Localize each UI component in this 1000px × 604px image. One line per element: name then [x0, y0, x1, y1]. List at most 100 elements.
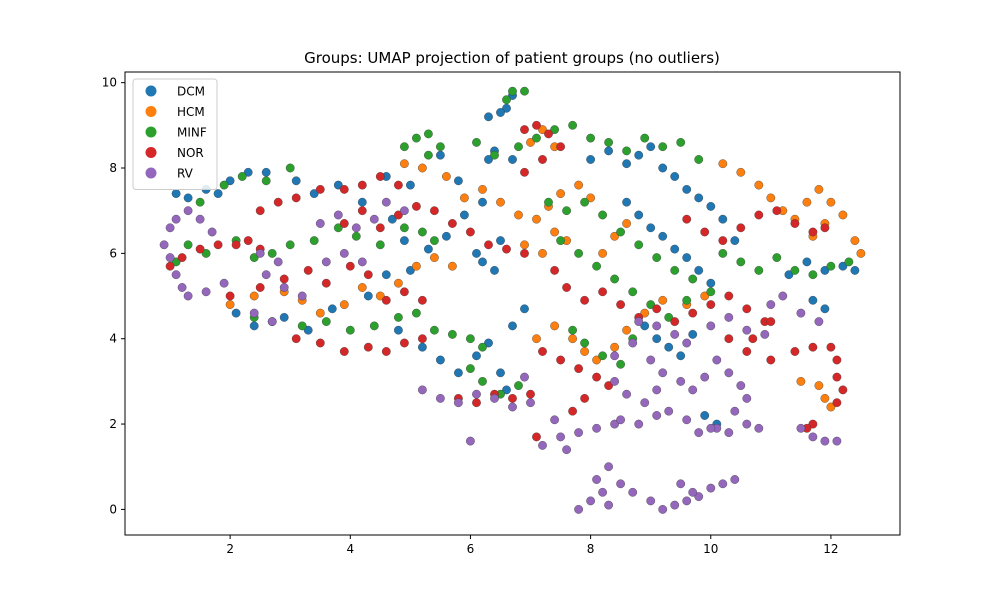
data-point — [225, 176, 235, 186]
data-point — [676, 351, 686, 361]
data-point — [339, 347, 349, 356]
data-point — [514, 210, 523, 220]
data-point — [219, 278, 229, 288]
data-point — [526, 398, 535, 408]
data-point — [808, 227, 818, 237]
data-point — [682, 415, 692, 425]
data-point — [688, 487, 698, 497]
data-point — [832, 436, 842, 446]
data-point — [550, 321, 559, 331]
data-point — [586, 155, 595, 164]
data-point — [249, 253, 259, 262]
data-point — [790, 266, 800, 275]
data-point — [802, 257, 812, 267]
data-point — [556, 236, 565, 245]
data-point — [724, 368, 734, 378]
data-point — [814, 317, 824, 326]
y-tick-label: 2 — [109, 417, 117, 431]
data-point — [580, 197, 589, 207]
data-point — [394, 210, 403, 220]
data-point — [532, 334, 541, 344]
data-point — [664, 342, 674, 352]
data-point — [610, 351, 619, 361]
data-point — [375, 172, 385, 181]
data-point — [412, 202, 421, 211]
data-point — [339, 219, 349, 228]
data-point — [568, 120, 577, 130]
data-point — [616, 227, 625, 237]
data-point — [442, 231, 451, 241]
data-point — [418, 342, 427, 352]
data-point — [400, 287, 409, 297]
data-point — [706, 202, 716, 211]
data-point — [357, 283, 367, 292]
data-point — [400, 142, 409, 152]
data-point — [381, 197, 391, 207]
data-point — [333, 180, 343, 190]
data-point — [460, 210, 469, 220]
legend-label: RV — [177, 167, 194, 181]
data-point — [622, 389, 631, 399]
data-point — [796, 423, 806, 433]
data-point — [622, 197, 631, 207]
legend-marker — [145, 106, 157, 117]
data-point — [820, 304, 830, 314]
data-point — [291, 334, 301, 344]
data-point — [562, 206, 571, 216]
data-point — [694, 193, 704, 203]
data-point — [664, 406, 674, 416]
data-point — [538, 249, 547, 258]
data-point — [706, 483, 716, 493]
data-point — [580, 347, 589, 356]
data-point — [790, 347, 800, 356]
data-point — [472, 351, 481, 361]
data-point — [808, 270, 818, 280]
data-point — [592, 261, 601, 271]
data-point — [496, 197, 505, 207]
data-point — [610, 419, 619, 429]
data-point — [592, 372, 601, 382]
data-point — [604, 500, 613, 510]
data-point — [808, 419, 818, 429]
data-point — [279, 283, 289, 292]
data-point — [321, 257, 331, 267]
data-point — [345, 261, 355, 271]
data-point — [478, 377, 487, 386]
data-point — [472, 138, 481, 147]
data-point — [400, 338, 409, 348]
data-point — [255, 206, 265, 216]
x-tick-label: 6 — [467, 542, 475, 556]
data-point — [742, 325, 752, 335]
data-point — [400, 236, 409, 245]
data-point — [610, 377, 619, 386]
data-point — [514, 142, 523, 152]
data-point — [165, 253, 175, 262]
data-point — [652, 321, 662, 331]
data-point — [766, 193, 776, 203]
data-point — [556, 142, 565, 152]
data-point — [826, 261, 836, 271]
data-point — [676, 377, 686, 386]
points-layer — [159, 86, 866, 514]
x-tick-label: 2 — [226, 542, 234, 556]
y-tick-label: 8 — [109, 161, 117, 175]
data-point — [790, 219, 800, 228]
data-point — [424, 129, 433, 139]
data-point — [484, 338, 493, 348]
data-point — [706, 287, 716, 297]
data-point — [808, 295, 818, 305]
data-point — [850, 266, 860, 275]
data-point — [538, 155, 547, 164]
data-point — [652, 411, 662, 420]
data-point — [424, 150, 433, 160]
data-point — [418, 163, 427, 173]
data-point — [430, 253, 439, 262]
data-point — [249, 321, 259, 331]
data-point — [231, 308, 241, 318]
data-point — [436, 142, 445, 152]
data-point — [339, 185, 349, 194]
data-point — [742, 419, 752, 429]
data-point — [766, 300, 776, 309]
data-point — [574, 180, 583, 190]
data-point — [171, 270, 181, 280]
